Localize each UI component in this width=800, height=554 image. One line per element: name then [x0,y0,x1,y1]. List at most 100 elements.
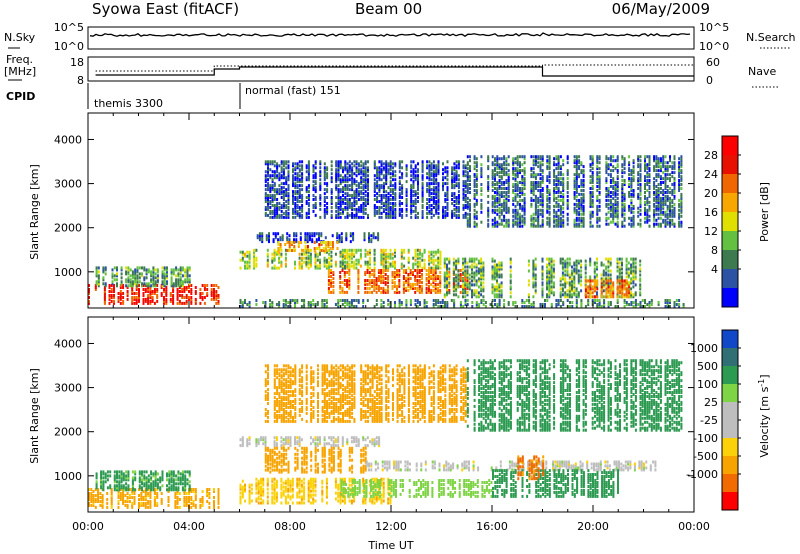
echo-cell [496,181,499,184]
echo-cell [314,188,317,192]
echo-cell [500,281,503,285]
echo-cell [568,293,571,297]
echo-cell [384,282,387,286]
echo-cell [389,213,392,217]
echo-cell [505,196,508,200]
echo-cell [267,166,269,170]
echo-cell [512,208,515,212]
echo-cell [443,293,446,297]
echo-cell [342,178,344,182]
echo-cell [430,182,433,186]
echo-cell [117,299,120,303]
echo-cell [175,268,178,272]
echo-cell [509,285,512,289]
echo-cell [532,198,535,202]
echo-cell [306,247,309,250]
echo-cell [442,184,444,188]
echo-cell [412,286,414,290]
echo-cell [503,204,506,208]
echo-cell [367,180,369,184]
echo-cell [562,224,565,228]
echo-cell [410,188,413,192]
echo-cell [600,263,603,267]
echo-cell [377,232,380,236]
echo-cell [186,278,189,282]
echo-cell [203,286,206,289]
echo-cell [258,234,261,238]
echo-cell [430,168,433,172]
echo-cell [596,198,599,202]
echo-cell [391,286,394,290]
echo-cell [455,206,458,209]
echo-cell [319,166,322,170]
echo-cell [103,294,106,297]
echo-cell [434,269,437,272]
echo-cell [628,204,631,208]
echo-cell [378,211,381,215]
echo-cell [473,265,476,269]
echo-cell [416,269,419,272]
echo-cell [625,295,628,299]
echo-cell [344,192,347,196]
echo-cell [468,259,471,263]
echo-cell [573,159,576,163]
echo-cell [346,200,349,203]
echo-cell [455,207,458,211]
echo-cell [596,293,598,297]
echo-cell [598,204,601,208]
echo-cell [589,287,592,291]
echo-cell [295,234,298,238]
echo-cell [469,175,471,179]
echo-cell [512,218,515,222]
echo-cell [378,206,381,209]
echo-cell [580,289,583,293]
echo-cell [309,254,312,258]
echo-cell [446,211,449,215]
echo-cell [391,264,394,268]
echo-cell [553,183,556,186]
echo-cell [609,273,612,277]
echo-cell [609,155,612,159]
echo-cell [607,206,610,210]
echo-cell [466,167,469,171]
echo-cell [387,254,390,258]
echo-cell [582,210,585,214]
echo-cell [151,296,154,299]
echo-cell [398,186,401,190]
echo-cell [292,194,294,197]
echo-cell [605,295,608,299]
echo-cell [280,215,283,219]
echo-cell [519,214,521,218]
echo-cell [612,220,615,224]
echo-cell [566,261,569,265]
echo-cell [269,162,272,166]
echo-cell [609,279,612,283]
echo-cell [609,208,612,212]
echo-cell [350,264,353,268]
echo-cell [639,187,642,190]
echo-cell [639,200,642,204]
echo-cell [301,198,304,201]
echo-cell [532,265,535,269]
echo-cell [442,162,444,166]
echo-cell [346,180,349,184]
echo-cell [172,296,175,299]
echo-cell [417,196,419,199]
echo-cell [185,294,188,297]
echo-cell [186,280,189,284]
echo-cell [578,185,581,188]
echo-cell [596,157,599,161]
nave-tick-top: 60 [706,56,720,69]
echo-cell [523,169,526,173]
echo-cell [103,299,106,303]
echo-cell [605,155,608,159]
echo-cell [562,177,565,181]
echo-cell [136,276,139,280]
echo-cell [493,293,496,297]
echo-cell [423,258,426,262]
echo-cell [587,287,590,291]
echo-cell [410,190,413,194]
echo-cell [396,288,398,292]
echo-cell [505,220,508,224]
echo-cell [494,167,496,171]
